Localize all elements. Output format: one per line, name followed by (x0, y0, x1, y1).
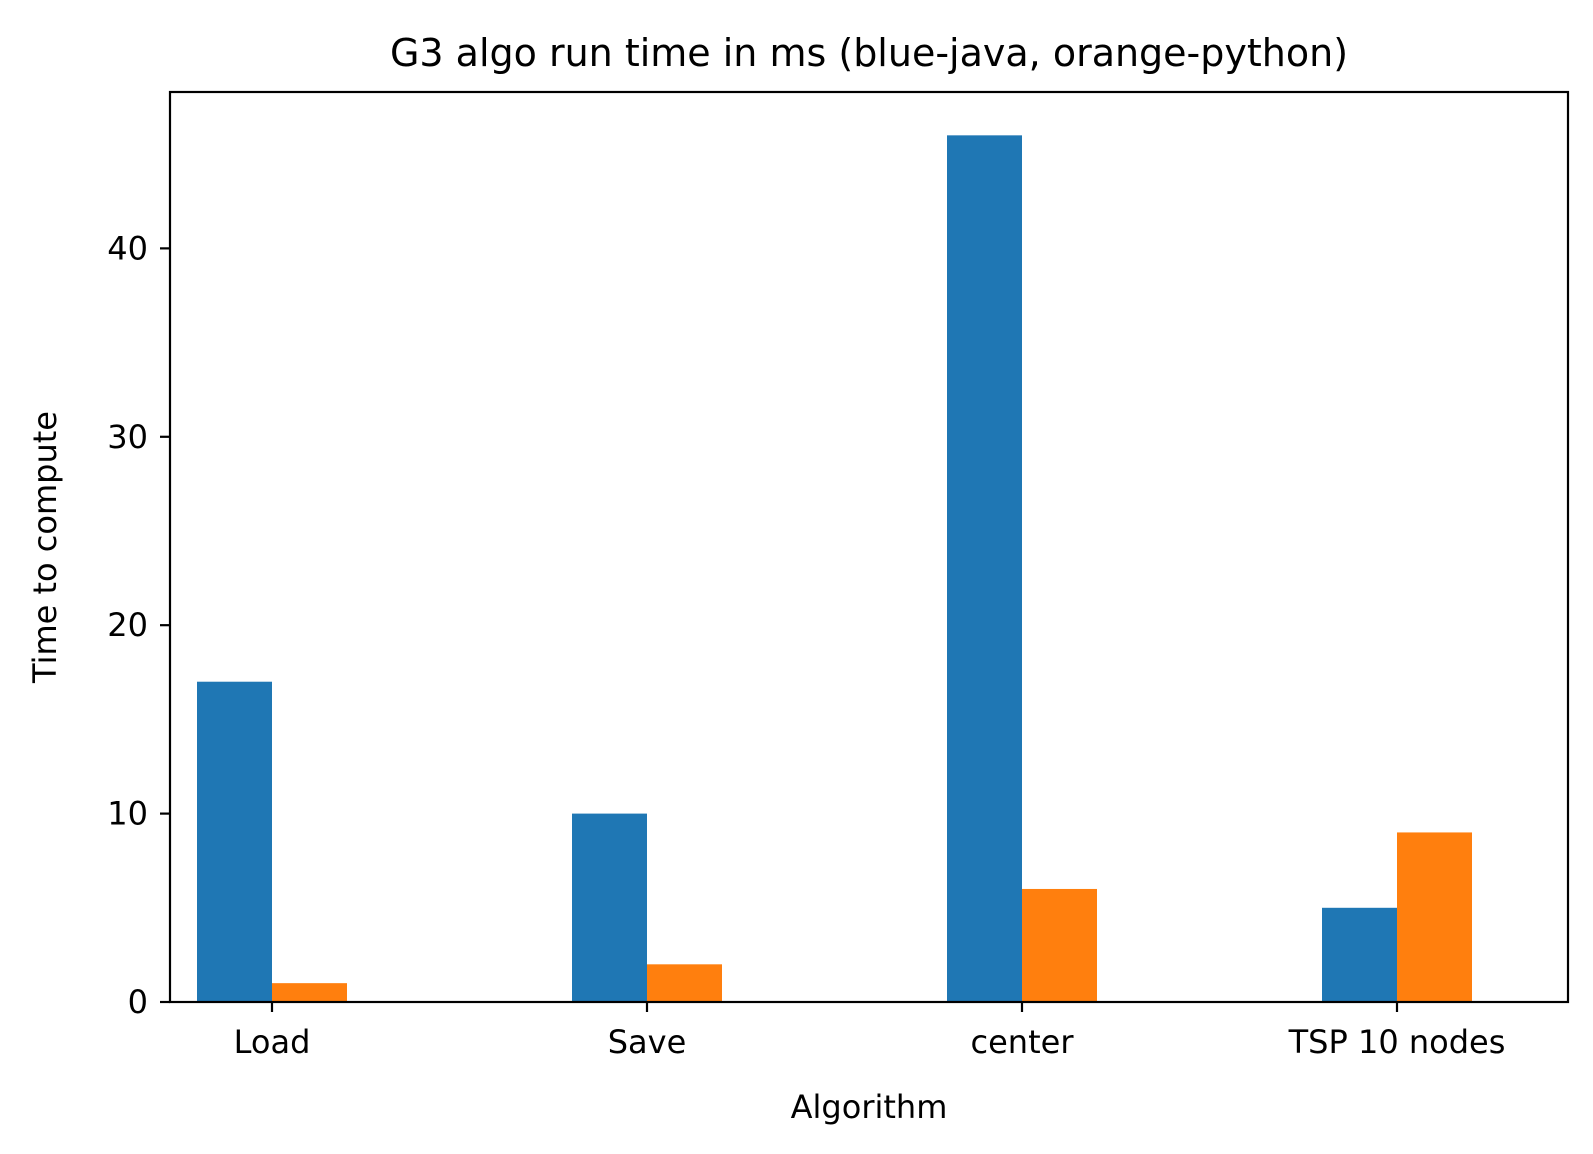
y-tick-label: 10 (107, 795, 148, 833)
bar-load-series-1 (197, 681, 272, 1002)
bar-center-series-1 (947, 135, 1022, 1003)
x-tick-label: TSP 10 nodes (1288, 1023, 1506, 1061)
y-axis-label: Time to compute (26, 411, 64, 684)
y-tick-label: 0 (128, 983, 148, 1021)
plot-frame (168, 90, 1570, 1004)
y-tick-label: 30 (107, 418, 148, 456)
bar-tsp-10-nodes-series-2 (1397, 832, 1472, 1002)
x-tick-label: Load (234, 1023, 311, 1061)
bar-center-series-2 (1022, 888, 1097, 1002)
x-tick-label: center (971, 1023, 1075, 1061)
bar-tsp-10-nodes-series-1 (1322, 907, 1397, 1002)
x-axis: Load Save center TSP 10 nodes (234, 1002, 1506, 1061)
bar-load-series-2 (272, 983, 347, 1002)
y-tick-label: 20 (107, 606, 148, 644)
x-axis-label: Algorithm (791, 1088, 948, 1126)
y-axis: 0 10 20 30 40 (107, 229, 170, 1021)
y-tick-label: 40 (107, 229, 148, 267)
bar-save-series-1 (572, 813, 647, 1002)
bars-layer (197, 135, 1472, 1003)
bar-save-series-2 (647, 964, 722, 1002)
chart-title: G3 algo run time in ms (blue-java, orang… (390, 31, 1348, 75)
x-tick-label: Save (608, 1023, 687, 1061)
